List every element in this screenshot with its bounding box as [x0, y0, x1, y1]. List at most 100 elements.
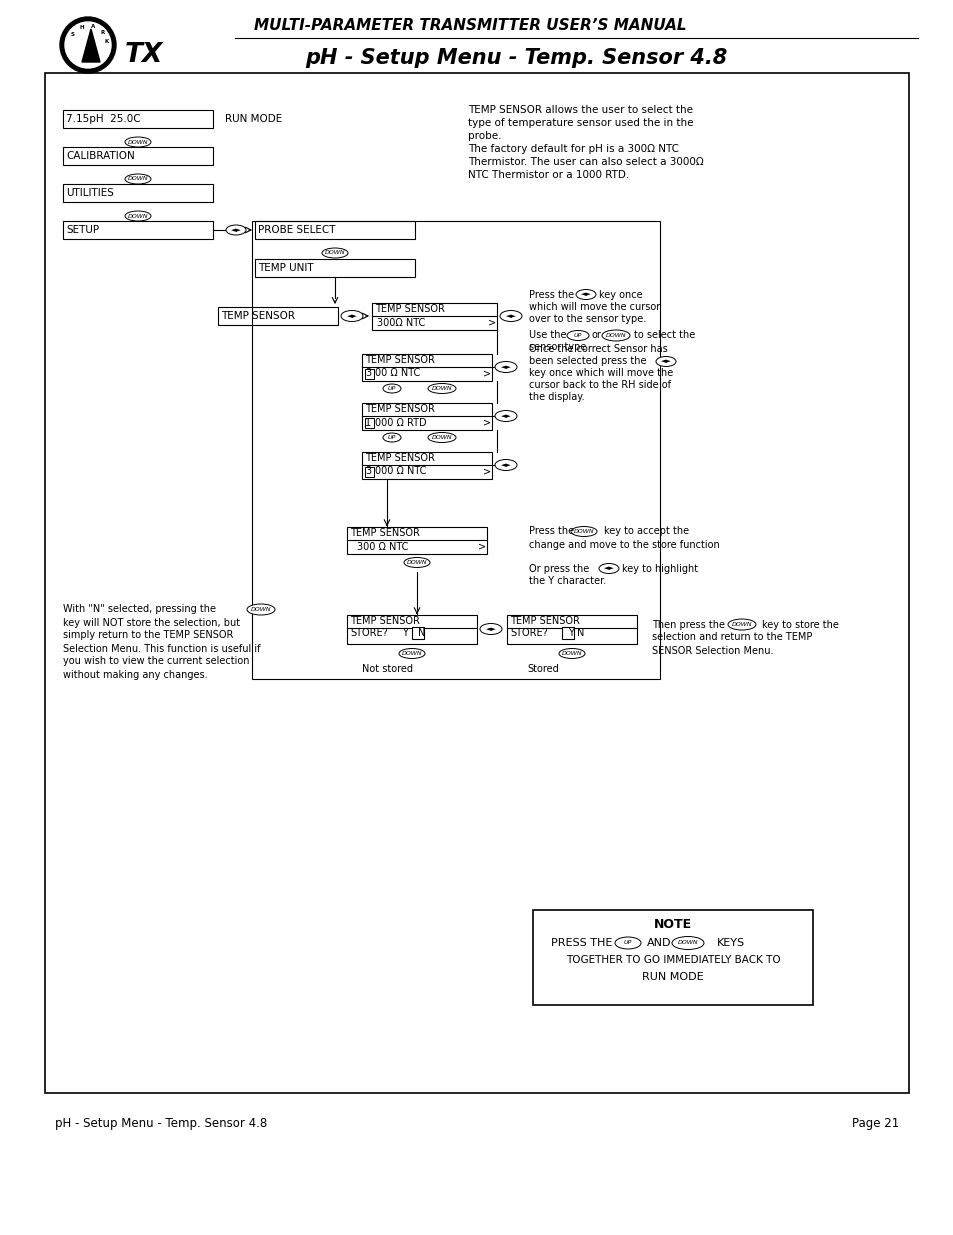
Ellipse shape [576, 289, 596, 300]
Text: >: > [487, 317, 496, 327]
Text: 7.15pH  25.0C: 7.15pH 25.0C [66, 114, 140, 124]
Ellipse shape [125, 137, 151, 147]
Text: With "N" selected, pressing the: With "N" selected, pressing the [63, 604, 215, 615]
Text: Y: Y [401, 627, 408, 637]
Text: TEMP SENSOR: TEMP SENSOR [510, 616, 579, 626]
Text: UP: UP [388, 387, 395, 391]
Text: DOWN: DOWN [677, 941, 698, 946]
Text: type of temperature sensor used the in the: type of temperature sensor used the in t… [468, 119, 693, 128]
Text: TEMP SENSOR: TEMP SENSOR [365, 354, 435, 366]
Text: DOWN: DOWN [324, 251, 345, 256]
Ellipse shape [499, 310, 521, 321]
Text: pH - Setup Menu - Temp. Sensor 4.8: pH - Setup Menu - Temp. Sensor 4.8 [55, 1116, 267, 1130]
Text: key to store the: key to store the [761, 620, 838, 630]
Text: 300Ω NTC: 300Ω NTC [376, 317, 425, 327]
Text: Y: Y [567, 627, 574, 637]
Ellipse shape [382, 433, 400, 442]
Text: DOWN: DOWN [573, 529, 594, 534]
Ellipse shape [598, 563, 618, 573]
Ellipse shape [601, 330, 629, 341]
Text: without making any changes.: without making any changes. [63, 669, 208, 679]
Text: you wish to view the current selection: you wish to view the current selection [63, 657, 250, 667]
Text: MULTI-PARAMETER TRANSMITTER USER’S MANUAL: MULTI-PARAMETER TRANSMITTER USER’S MANUA… [253, 17, 685, 32]
Text: pH - Setup Menu - Temp. Sensor 4.8: pH - Setup Menu - Temp. Sensor 4.8 [305, 48, 726, 68]
FancyBboxPatch shape [365, 368, 374, 378]
FancyBboxPatch shape [254, 221, 415, 240]
Ellipse shape [340, 310, 363, 321]
Ellipse shape [727, 619, 755, 630]
Text: UTILITIES: UTILITIES [66, 188, 113, 198]
Ellipse shape [479, 624, 501, 635]
Text: 300 Ω NTC: 300 Ω NTC [356, 541, 408, 552]
Text: the display.: the display. [529, 393, 584, 403]
Text: DOWN: DOWN [406, 559, 427, 564]
Ellipse shape [125, 174, 151, 184]
Text: Page 21: Page 21 [851, 1116, 898, 1130]
Text: H: H [79, 25, 84, 30]
Text: selection and return to the TEMP: selection and return to the TEMP [651, 632, 812, 642]
Text: key will NOT store the selection, but: key will NOT store the selection, but [63, 618, 240, 627]
Text: 000 Ω NTC: 000 Ω NTC [375, 467, 426, 477]
Text: ◄►: ◄► [500, 462, 511, 468]
Text: simply return to the TEMP SENSOR: simply return to the TEMP SENSOR [63, 631, 233, 641]
Text: RUN MODE: RUN MODE [225, 114, 282, 124]
Text: Not stored: Not stored [361, 663, 413, 673]
Text: ◄►: ◄► [231, 227, 241, 233]
Ellipse shape [495, 459, 517, 471]
FancyBboxPatch shape [506, 615, 637, 643]
Text: key once: key once [598, 289, 642, 300]
Text: ◄►: ◄► [500, 412, 511, 419]
Text: TEMP SENSOR: TEMP SENSOR [365, 453, 435, 463]
Text: TOGETHER TO GO IMMEDIATELY BACK TO: TOGETHER TO GO IMMEDIATELY BACK TO [565, 955, 780, 965]
Text: ◄►: ◄► [500, 364, 511, 370]
Text: DOWN: DOWN [432, 387, 452, 391]
Text: cursor back to the RH side of: cursor back to the RH side of [529, 380, 670, 390]
Text: 00 Ω NTC: 00 Ω NTC [375, 368, 420, 378]
Text: ◄►: ◄► [505, 312, 516, 319]
FancyBboxPatch shape [372, 303, 497, 330]
Text: TEMP SENSOR: TEMP SENSOR [365, 404, 435, 414]
Text: 000 Ω RTD: 000 Ω RTD [375, 417, 426, 427]
Text: DOWN: DOWN [128, 140, 148, 144]
FancyBboxPatch shape [365, 417, 374, 427]
Text: ◄►: ◄► [659, 358, 671, 364]
Text: change and move to the store function: change and move to the store function [529, 540, 719, 550]
FancyBboxPatch shape [412, 626, 423, 638]
FancyBboxPatch shape [561, 626, 574, 638]
Circle shape [65, 22, 111, 68]
Text: STORE?: STORE? [350, 627, 387, 637]
FancyBboxPatch shape [218, 308, 337, 325]
Text: NOTE: NOTE [653, 919, 691, 931]
Text: Selection Menu. This function is useful if: Selection Menu. This function is useful … [63, 643, 260, 653]
Text: 3: 3 [365, 467, 371, 477]
Text: SENSOR Selection Menu.: SENSOR Selection Menu. [651, 646, 773, 656]
Text: to select the: to select the [634, 331, 695, 341]
Ellipse shape [398, 648, 424, 658]
FancyBboxPatch shape [45, 73, 908, 1093]
Text: SETUP: SETUP [66, 225, 99, 235]
Ellipse shape [382, 384, 400, 393]
Text: Press the: Press the [529, 526, 574, 536]
Text: TEMP SENSOR allows the user to select the: TEMP SENSOR allows the user to select th… [468, 105, 692, 115]
Text: ◄►: ◄► [603, 566, 614, 572]
FancyBboxPatch shape [361, 403, 492, 430]
Text: 3: 3 [365, 368, 371, 378]
Text: TEMP SENSOR: TEMP SENSOR [350, 616, 419, 626]
Text: N: N [577, 627, 584, 637]
Ellipse shape [656, 357, 676, 367]
FancyBboxPatch shape [63, 147, 213, 165]
FancyBboxPatch shape [254, 259, 415, 277]
Ellipse shape [495, 362, 517, 373]
Text: DOWN: DOWN [605, 333, 625, 338]
Text: DOWN: DOWN [251, 606, 271, 613]
Text: K: K [105, 40, 109, 44]
Text: KEYS: KEYS [717, 939, 744, 948]
FancyBboxPatch shape [63, 184, 213, 203]
Text: ◄►: ◄► [346, 312, 357, 319]
Text: DOWN: DOWN [401, 651, 422, 656]
Text: >: > [477, 541, 485, 552]
FancyBboxPatch shape [533, 910, 812, 1005]
Ellipse shape [125, 211, 151, 221]
FancyBboxPatch shape [63, 110, 213, 128]
Polygon shape [82, 28, 100, 62]
